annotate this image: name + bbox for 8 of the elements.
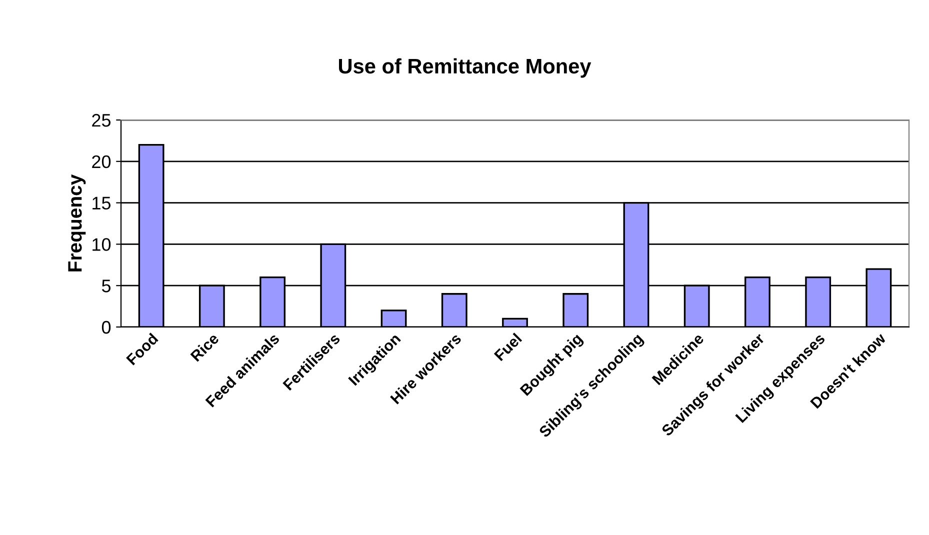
y-tick-label: 10 xyxy=(92,238,111,251)
y-axis-title: Frequency xyxy=(68,174,86,272)
y-tick-label: 5 xyxy=(102,280,111,292)
y-tick-label: 0 xyxy=(102,320,111,334)
y-tick-label: 15 xyxy=(92,196,111,210)
y-tick-label: 25 xyxy=(92,114,111,127)
y-tick-label: 20 xyxy=(92,155,111,168)
chart-title: Use of Remittance Money xyxy=(338,58,592,78)
